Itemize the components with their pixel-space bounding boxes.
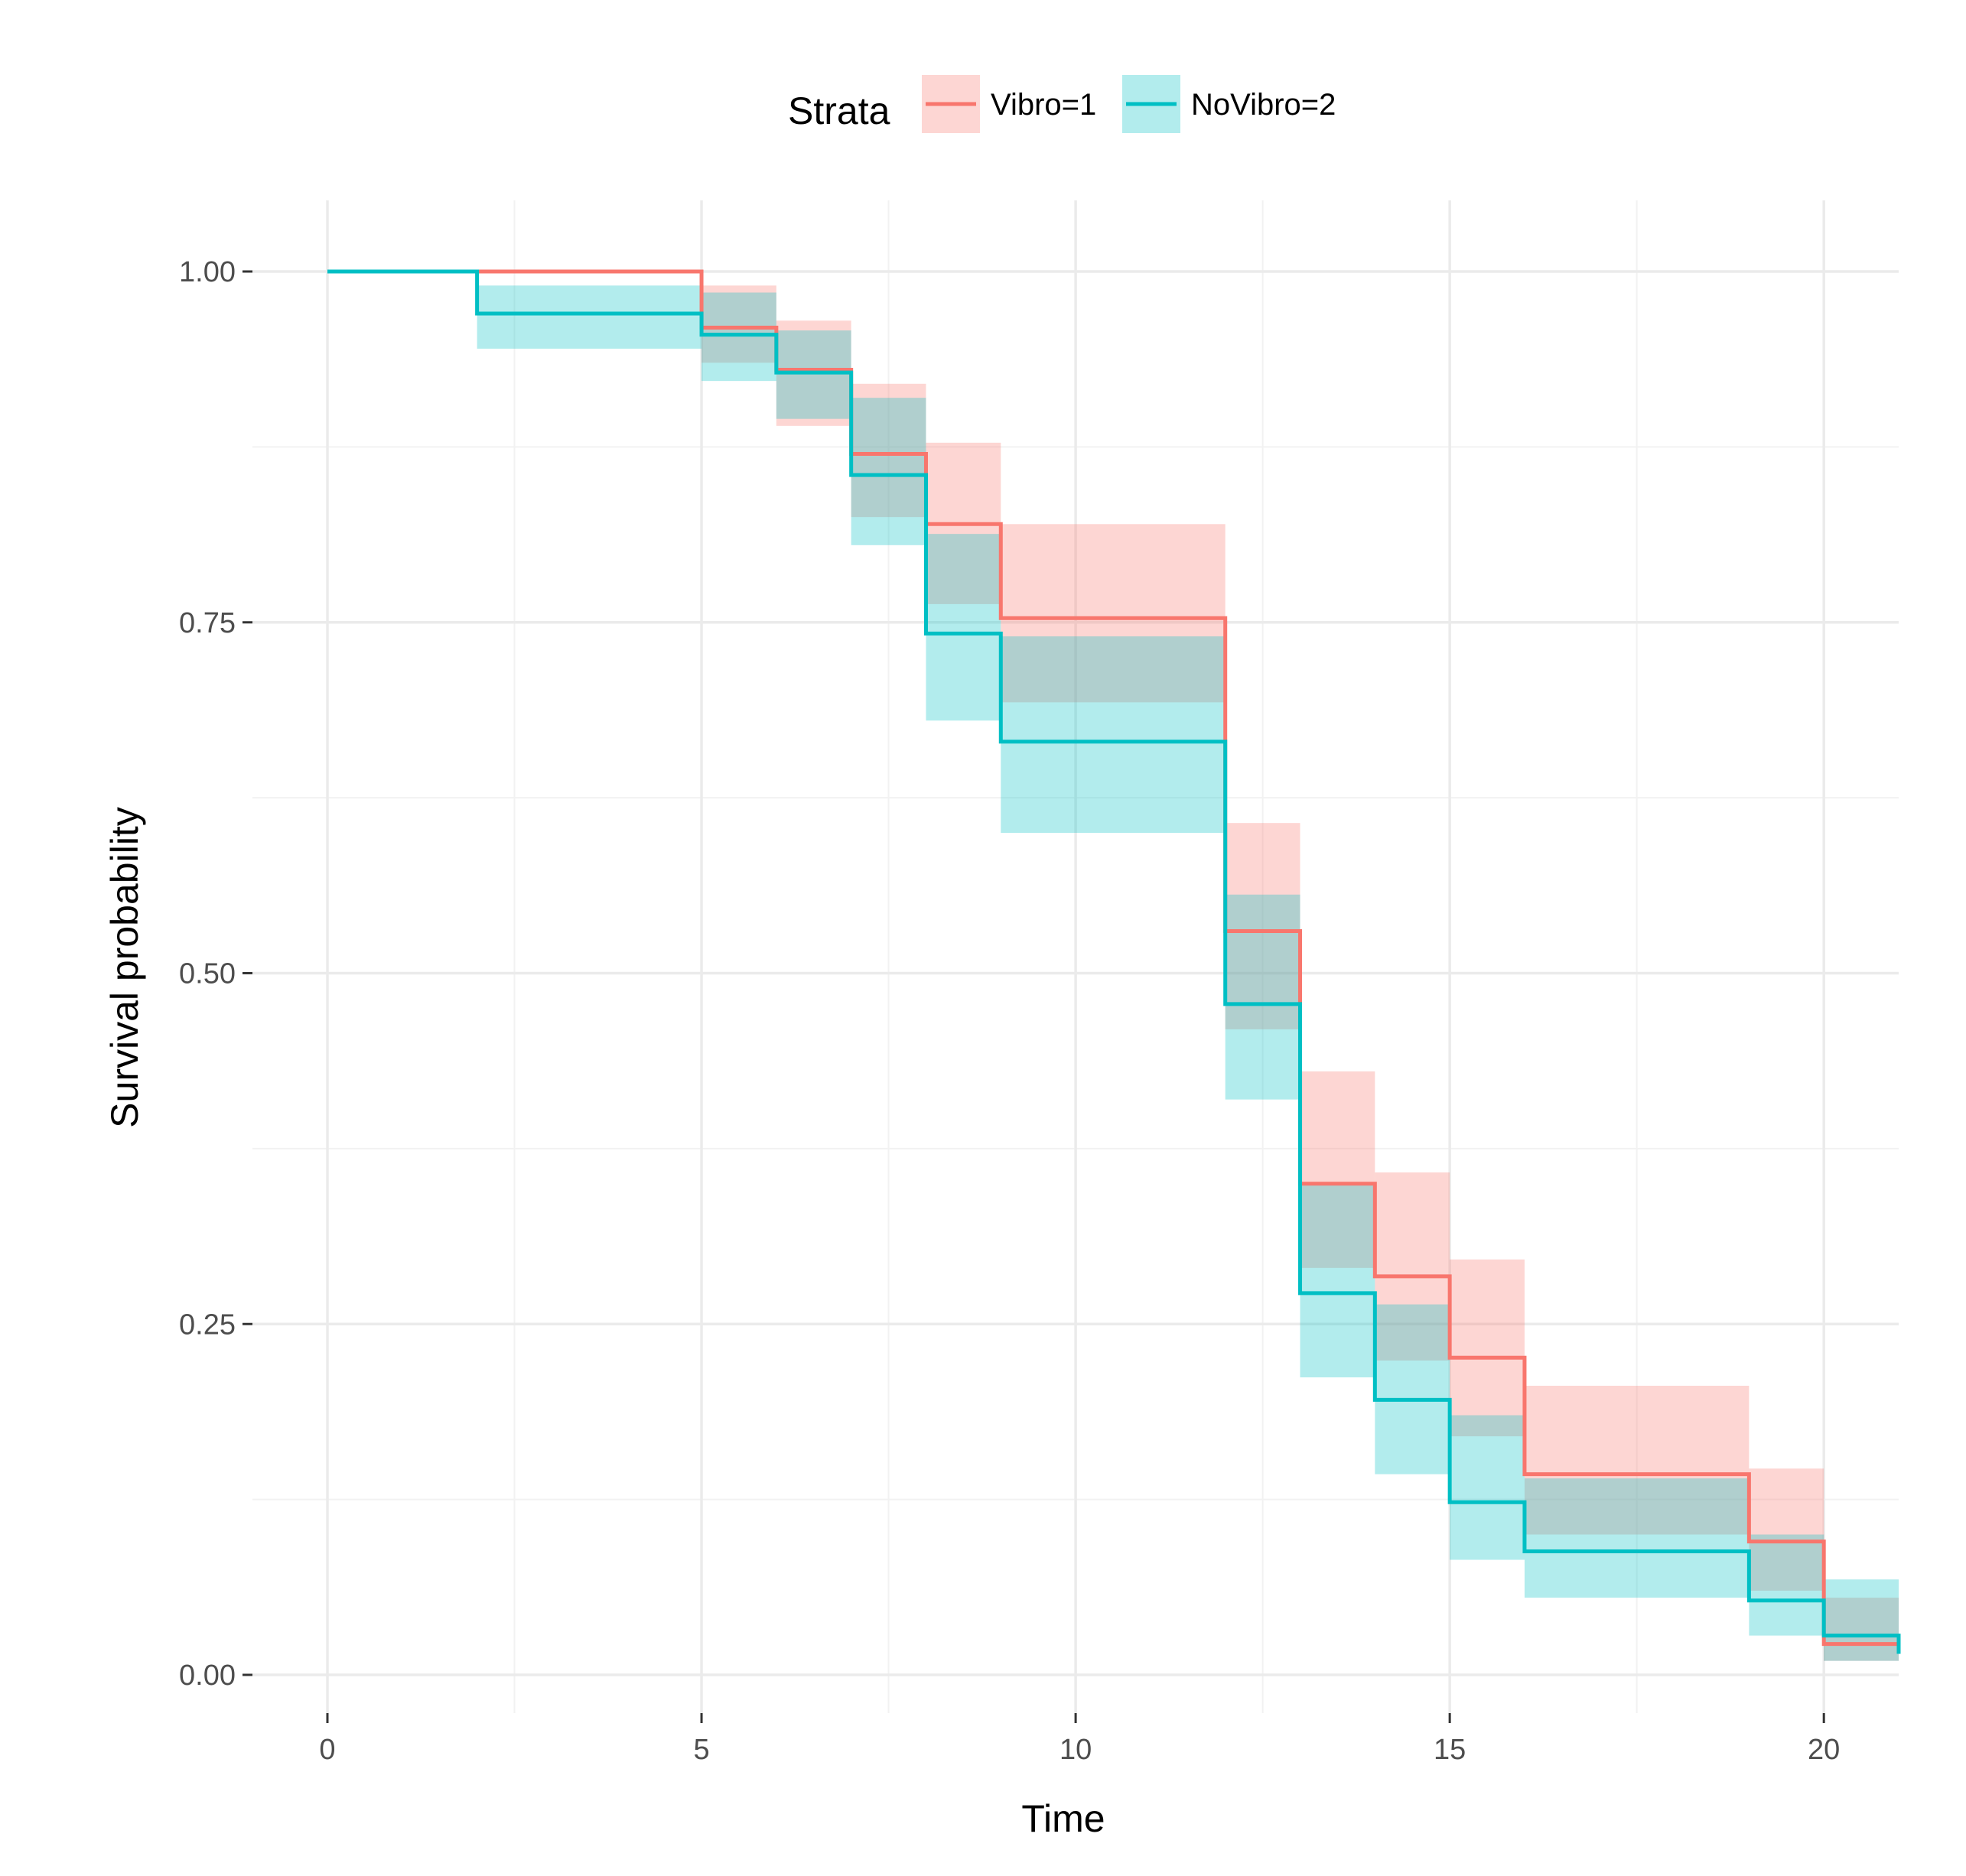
confidence-band-segment	[1225, 823, 1300, 1029]
x-tick-label: 5	[693, 1734, 709, 1766]
confidence-band-segment	[1375, 1304, 1450, 1474]
legend-label: NoVibro=2	[1191, 88, 1336, 122]
confidence-band-segment	[1749, 1468, 1824, 1591]
axes: 0.00 0.25 0.50 0.75 1.00 0 5 10 15 20	[179, 256, 1840, 1766]
y-axis-title: Survival probability	[103, 807, 146, 1128]
survival-line-novibro-2	[327, 269, 1901, 1654]
y-tick-label: 0.50	[179, 958, 236, 990]
confidence-band-segment	[1824, 1598, 1899, 1661]
confidence-band-segment	[477, 285, 702, 349]
legend-title: Strata	[788, 89, 890, 132]
y-tick-label: 0.00	[179, 1660, 236, 1692]
confidence-band-segment	[701, 292, 776, 382]
survival-curves	[327, 269, 1901, 1654]
y-tick-label: 0.25	[179, 1309, 236, 1341]
confidence-band-segment	[1300, 1071, 1375, 1268]
x-tick-label: 20	[1808, 1734, 1840, 1766]
confidence-band-segment	[1001, 636, 1225, 833]
y-tick-label: 0.75	[179, 607, 236, 639]
confidence-band-segment	[1824, 1579, 1899, 1661]
x-tick-label: 0	[319, 1734, 335, 1766]
confidence-band-segment	[851, 398, 926, 545]
confidence-band-segment	[701, 285, 776, 363]
legend: Strata Vibro=1 NoVibro=2	[788, 75, 1336, 133]
grid	[252, 200, 1899, 1713]
confidence-band-segment	[776, 330, 851, 419]
x-tick-label: 15	[1434, 1734, 1466, 1766]
confidence-band-segment	[1524, 1385, 1750, 1535]
confidence-band-segment	[1001, 524, 1225, 703]
legend-label: Vibro=1	[991, 88, 1096, 122]
confidence-band-segment	[851, 383, 926, 518]
confidence-band-segment	[1450, 1259, 1525, 1437]
x-tick-label: 10	[1059, 1734, 1092, 1766]
confidence-band-segment	[1225, 894, 1300, 1100]
x-axis-title: Time	[1021, 1797, 1105, 1840]
confidence-band-segment	[1375, 1172, 1450, 1361]
confidence-band-segment	[1300, 1183, 1375, 1377]
y-tick-label: 1.00	[179, 256, 236, 288]
confidence-bands	[477, 285, 1899, 1661]
confidence-band-segment	[926, 534, 1001, 721]
confidence-band-segment	[1749, 1534, 1824, 1636]
confidence-band-segment	[1524, 1478, 1750, 1598]
confidence-band-segment	[1450, 1415, 1525, 1560]
